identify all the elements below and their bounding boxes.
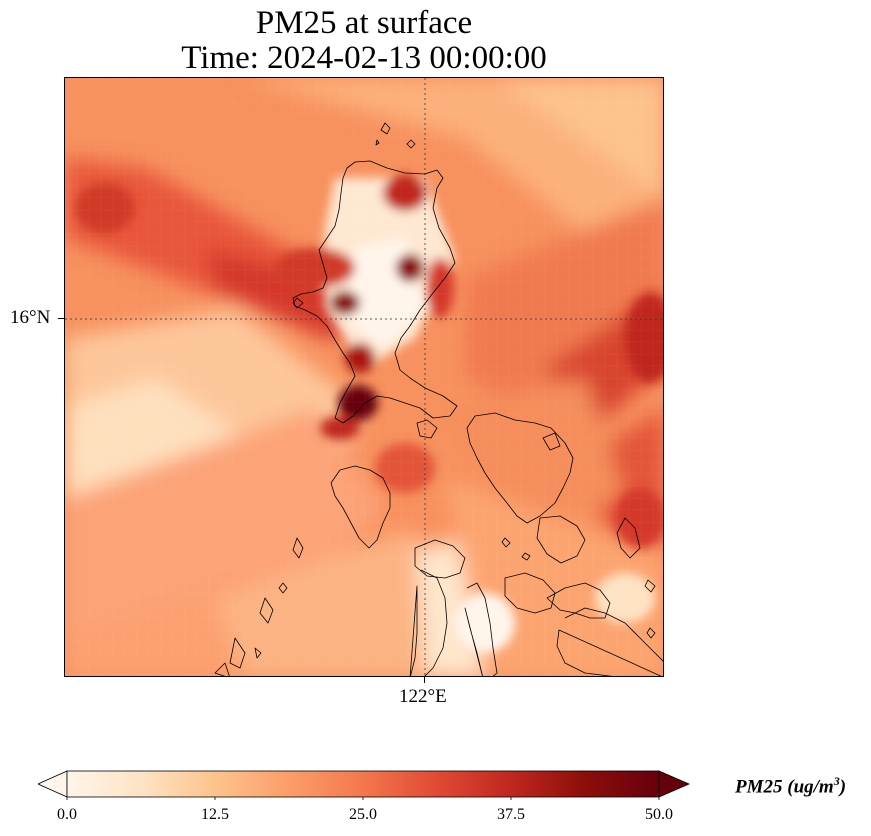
colorbar-tick-label: 0.0: [57, 806, 77, 823]
pm25-field-map: [65, 78, 663, 676]
colorbar-extend-min: [38, 770, 68, 798]
colorbar-tick-label: 12.5: [201, 806, 229, 823]
colorbar-gradient: [66, 770, 660, 798]
map-panel: [64, 77, 664, 677]
latitude-tick-mark: [58, 318, 64, 319]
colorbar: [38, 770, 690, 800]
colorbar-tick-label: 50.0: [645, 806, 673, 823]
longitude-label: 122°E: [399, 686, 447, 707]
longitude-tick-mark: [424, 677, 425, 683]
colorbar-label: PM25 (ug/m3): [735, 774, 847, 798]
latitude-label: 16°N: [10, 307, 51, 328]
map-time-subtitle: Time: 2024-02-13 00:00:00: [181, 40, 547, 76]
colorbar-tick-label: 25.0: [349, 806, 377, 823]
colorbar-extend-max: [658, 770, 690, 798]
coastlines: [214, 122, 663, 676]
map-title: PM25 at surface: [255, 5, 473, 41]
colorbar-tick-label: 37.5: [497, 806, 525, 823]
colorbar-ticks: [66, 797, 660, 800]
